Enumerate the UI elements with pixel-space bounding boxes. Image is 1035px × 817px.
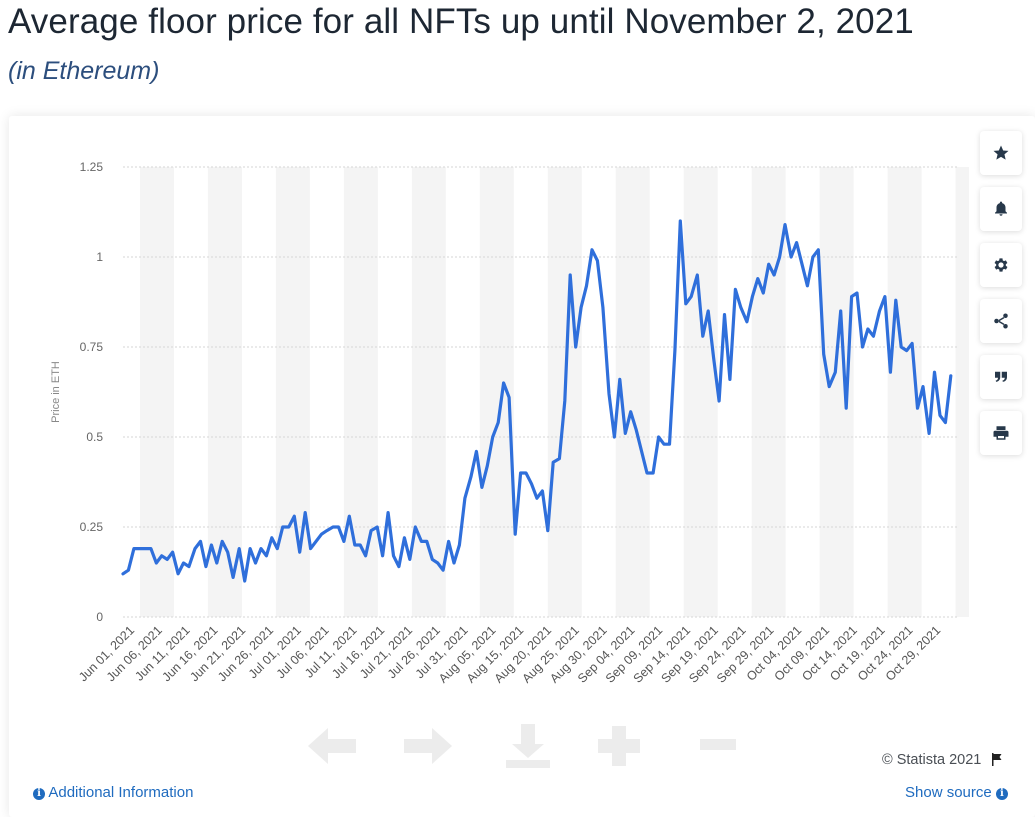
- background-band: [207, 167, 242, 617]
- print-button[interactable]: [980, 411, 1022, 455]
- arrow-left-icon: [308, 728, 356, 764]
- ghost-navigation: [308, 724, 736, 768]
- copyright-notice: © Statista 2021: [882, 752, 1003, 768]
- quote-icon: [995, 371, 1007, 382]
- notification-button[interactable]: [980, 187, 1022, 231]
- show-source-link[interactable]: Show source i: [905, 784, 1008, 801]
- y-tick-label: 0.5: [86, 430, 103, 444]
- download-icon: [506, 724, 550, 768]
- star-icon: [993, 145, 1009, 160]
- gear-icon: [994, 258, 1008, 272]
- y-tick-label: 1.25: [80, 160, 104, 174]
- y-axis-label: Price in ETH: [50, 361, 62, 423]
- cite-button[interactable]: [980, 355, 1022, 399]
- background-band: [955, 167, 969, 617]
- settings-button[interactable]: [980, 243, 1022, 287]
- background-band: [751, 167, 786, 617]
- page-title: Average floor price for all NFTs up unti…: [8, 2, 914, 41]
- bell-icon: [995, 201, 1007, 216]
- arrow-right-icon: [404, 728, 452, 764]
- share-button[interactable]: [980, 299, 1022, 343]
- background-band: [275, 167, 310, 617]
- chart-card: 0 0.25 0.5 0.75 1 1.25 Jun 01, 2021 Jun 06, 20…: [9, 116, 1035, 817]
- y-tick-label: 0.25: [80, 520, 104, 534]
- minus-icon: [700, 739, 736, 750]
- y-tick-label: 0: [96, 610, 103, 624]
- additional-information-label: Additional Information: [48, 784, 194, 801]
- favorite-button[interactable]: [980, 131, 1022, 175]
- background-band: [411, 167, 446, 617]
- background-band: [683, 167, 718, 617]
- page-subtitle: (in Ethereum): [8, 57, 160, 85]
- share-icon: [994, 313, 1008, 329]
- print-icon: [993, 426, 1009, 440]
- background-band: [139, 167, 174, 617]
- copyright-text: © Statista 2021: [882, 752, 982, 768]
- chart-toolbar: [980, 131, 1024, 467]
- plus-icon: [598, 726, 640, 766]
- y-tick-label: 0.75: [80, 340, 104, 354]
- background-band: [343, 167, 378, 617]
- info-icon: i: [995, 788, 1008, 800]
- info-icon: i: [33, 788, 45, 800]
- flag-icon[interactable]: [991, 753, 1003, 766]
- additional-information-link[interactable]: i Additional Information: [33, 784, 193, 801]
- series-line[interactable]: [121, 219, 953, 583]
- show-source-label: Show source: [905, 784, 992, 801]
- y-tick-label: 1: [96, 250, 103, 264]
